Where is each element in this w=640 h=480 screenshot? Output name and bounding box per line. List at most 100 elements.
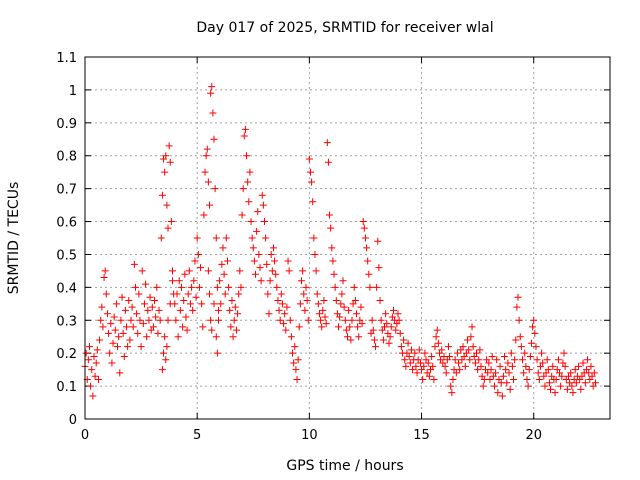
data-point: [266, 277, 274, 285]
data-point: [446, 352, 454, 360]
data-point: [504, 359, 512, 367]
data-point: [260, 218, 268, 226]
data-point: [210, 300, 218, 308]
data-point: [415, 346, 423, 354]
data-point: [539, 359, 547, 367]
data-point: [238, 211, 246, 219]
data-point: [282, 326, 290, 334]
data-point: [286, 316, 294, 324]
data-point: [276, 316, 284, 324]
data-point: [202, 152, 210, 160]
data-point: [465, 346, 473, 354]
data-point: [209, 109, 217, 117]
data-point: [572, 379, 580, 387]
data-point: [354, 323, 362, 331]
data-point: [584, 356, 592, 364]
data-point: [563, 385, 571, 393]
data-point: [164, 224, 172, 232]
data-point: [513, 303, 521, 311]
data-point: [226, 306, 234, 314]
data-point: [199, 323, 207, 331]
data-point: [114, 343, 122, 351]
data-point: [138, 267, 146, 275]
data-point: [541, 382, 549, 390]
data-point: [377, 316, 385, 324]
data-point: [319, 306, 327, 314]
data-point: [161, 333, 169, 341]
data-point: [183, 326, 191, 334]
data-point: [447, 382, 455, 390]
data-point: [510, 376, 518, 384]
data-point: [507, 349, 515, 357]
data-point: [424, 359, 432, 367]
y-tick-label: 0.7: [56, 183, 77, 198]
data-point: [459, 343, 467, 351]
data-point: [272, 270, 280, 278]
data-point: [344, 333, 351, 341]
data-point: [352, 310, 360, 318]
data-point: [158, 191, 166, 199]
data-point: [165, 142, 173, 150]
data-point: [385, 339, 393, 347]
data-point: [193, 234, 201, 242]
data-point: [508, 362, 516, 370]
data-point: [228, 297, 236, 305]
data-point: [469, 343, 477, 351]
data-point: [273, 283, 281, 291]
data-point: [295, 323, 303, 331]
data-point: [120, 352, 128, 360]
y-tick-label: 0.5: [56, 248, 77, 263]
data-point: [231, 303, 239, 311]
data-point: [341, 316, 349, 324]
data-point: [203, 145, 211, 153]
data-point: [236, 267, 244, 275]
data-point: [558, 372, 566, 380]
data-point: [320, 297, 328, 305]
x-axis-label: GPS time / hours: [286, 458, 403, 474]
x-tick-label: 0: [81, 428, 89, 443]
data-point: [157, 234, 165, 242]
data-point: [154, 329, 162, 337]
data-point: [190, 277, 198, 285]
data-point: [250, 257, 258, 265]
data-point: [571, 366, 579, 374]
data-point: [406, 359, 414, 367]
data-point: [411, 349, 419, 357]
data-point: [204, 178, 212, 186]
data-point: [198, 300, 206, 308]
data-point: [225, 283, 233, 291]
data-point: [87, 382, 95, 390]
data-point: [219, 244, 227, 252]
data-point: [420, 362, 428, 370]
data-point: [192, 293, 200, 301]
data-point: [336, 313, 344, 321]
y-tick-label: 0: [69, 413, 77, 428]
data-point: [167, 218, 175, 226]
data-point: [148, 303, 156, 311]
data-point: [194, 250, 202, 258]
data-point: [111, 326, 119, 334]
data-point: [258, 191, 266, 199]
data-point: [204, 267, 212, 275]
data-point: [292, 366, 300, 374]
data-point: [428, 352, 436, 360]
data-point: [294, 356, 302, 364]
data-point: [561, 362, 569, 370]
data-point: [255, 250, 263, 258]
data-point: [346, 323, 354, 331]
data-point: [195, 283, 203, 291]
data-point: [332, 297, 340, 305]
data-point: [94, 376, 102, 384]
data-point: [488, 352, 496, 360]
data-point: [365, 270, 373, 278]
data-point: [317, 316, 325, 324]
data-point: [227, 323, 235, 331]
data-point: [369, 326, 377, 334]
data-point: [184, 290, 192, 298]
data-point: [172, 316, 180, 324]
data-point: [412, 362, 420, 370]
data-point: [235, 290, 243, 298]
data-point: [376, 297, 384, 305]
data-point: [324, 158, 332, 166]
data-point: [517, 343, 525, 351]
